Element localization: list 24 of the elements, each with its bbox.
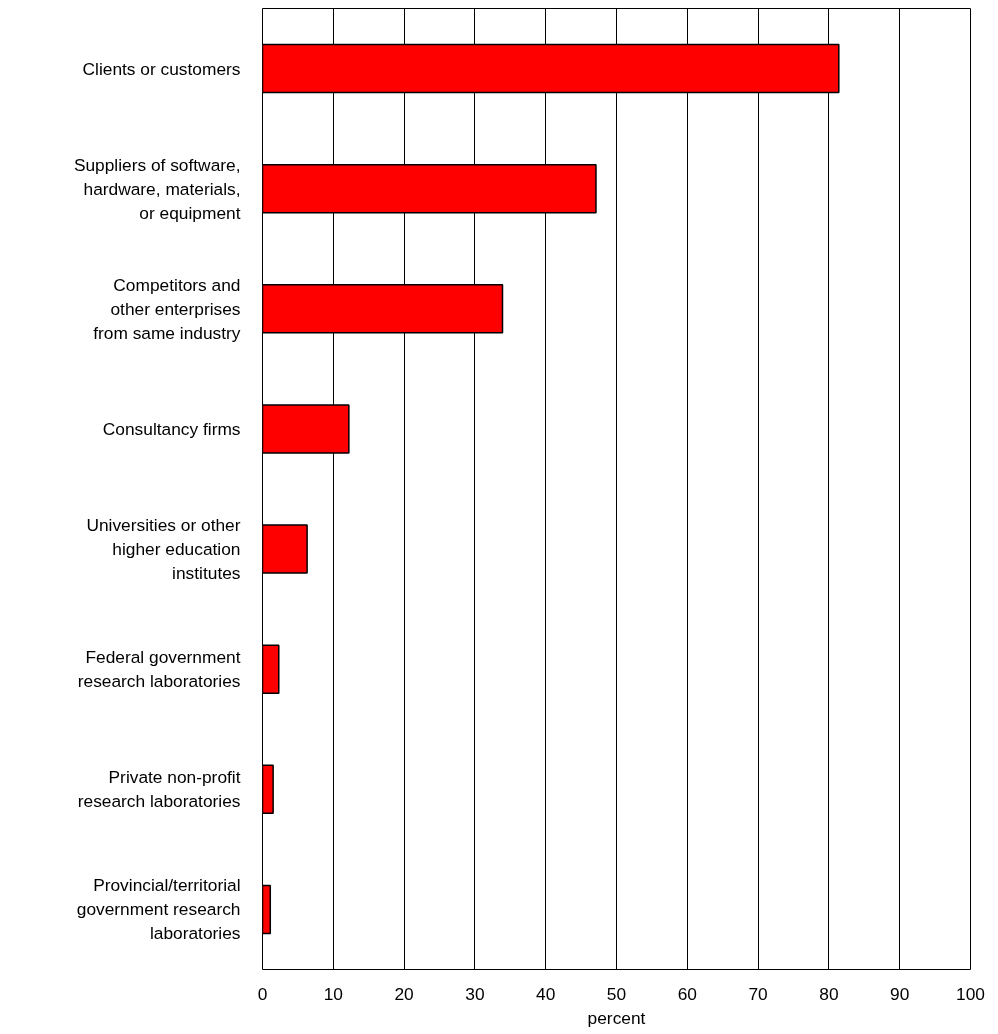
- x-tick-label: 10: [323, 983, 343, 1004]
- y-tick-label: Private non-profit research laboratories: [77, 767, 241, 812]
- y-tick-label: Clients or customers: [82, 58, 241, 79]
- x-tick-label: 0: [257, 983, 268, 1004]
- x-tick-label: 100: [956, 983, 985, 1004]
- x-tick-label: 90: [890, 983, 910, 1004]
- x-tick-label: 30: [465, 983, 485, 1004]
- y-tick-label: Consultancy firms: [102, 418, 241, 439]
- bar: [262, 644, 280, 694]
- x-tick-label: 50: [606, 983, 627, 1004]
- y-tick-label: Suppliers of software, hardware, materials, or equipment: [73, 154, 241, 223]
- y-tick-label: Federal government research laboratories: [77, 647, 241, 692]
- x-axis-title: percent: [587, 1007, 646, 1028]
- bar: [262, 764, 274, 815]
- x-tick-label: 70: [748, 983, 768, 1004]
- y-tick-label: Provincial/territorial government research laboratories: [76, 875, 241, 944]
- x-tick-label: 80: [819, 983, 839, 1004]
- bar: [262, 884, 272, 935]
- bar: [262, 524, 308, 574]
- x-tick-label: 20: [394, 983, 414, 1004]
- y-tick-label: Universities or other higher education institutes: [86, 515, 241, 584]
- x-tick-label: 40: [536, 983, 556, 1004]
- y-tick-label: Competitors and other enterprises from same industry: [93, 274, 241, 343]
- x-tick-label: 60: [677, 983, 697, 1004]
